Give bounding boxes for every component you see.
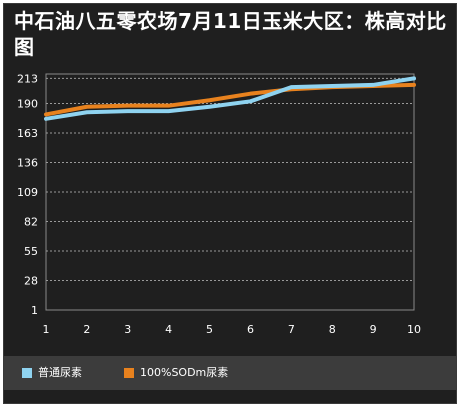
legend-swatch (124, 368, 134, 378)
x-tick-label: 1 (43, 323, 50, 336)
y-tick-label: 82 (24, 216, 38, 229)
chart-panel: 中石油八五零农场7月11日玉米大区：株高对比图 1 28 55 82 109 136 163… (3, 3, 457, 404)
legend-label: 普通尿素 (38, 366, 82, 379)
y-tick-label: 1 (31, 304, 38, 317)
y-tick-label: 136 (17, 157, 38, 170)
chart-title: 中石油八五零农场7月11日玉米大区：株高对比图 (14, 9, 447, 59)
x-tick-label: 3 (124, 323, 131, 336)
line-chart: 1 28 55 82 109 136 163 190 213 1 2 3 4 5 6 7 8 9 10 (17, 72, 421, 336)
series-line-1 (44, 76, 416, 121)
y-tick-label: 213 (17, 72, 38, 85)
x-tick-label: 7 (288, 323, 295, 336)
legend-swatch (22, 368, 32, 378)
y-tick-label: 190 (17, 98, 38, 111)
x-tick-label: 4 (165, 323, 172, 336)
y-tick-label: 55 (24, 245, 38, 258)
x-tick-label: 8 (329, 323, 336, 336)
x-tick-label: 10 (407, 323, 421, 336)
x-tick-label: 5 (206, 323, 213, 336)
y-tick-label: 109 (17, 186, 38, 199)
x-tick-label: 2 (83, 323, 90, 336)
x-tick-label: 6 (247, 323, 254, 336)
x-tick-label: 9 (370, 323, 377, 336)
legend-label: 100%SODm尿素 (140, 366, 229, 379)
y-tick-label: 28 (24, 275, 38, 288)
y-tick-label: 163 (17, 127, 38, 140)
legend: 普通尿素 100%SODm尿素 (4, 356, 456, 390)
